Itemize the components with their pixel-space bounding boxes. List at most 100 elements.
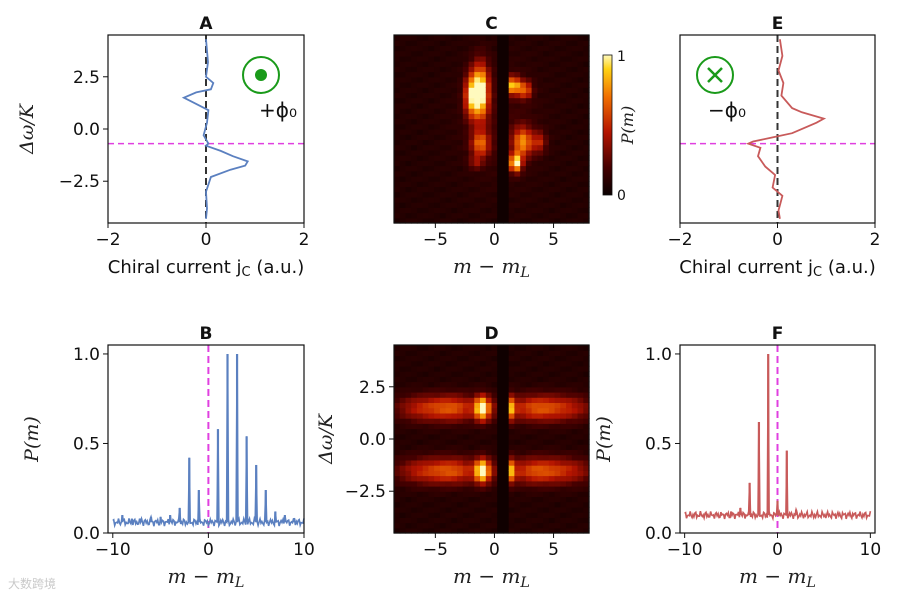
heatmap-cell-C-22-0 (520, 217, 527, 224)
heatmap-cell-C-33-1 (583, 212, 590, 219)
heatmap-cell-C-0-22 (394, 102, 401, 109)
heatmap-cell-D-28-26 (554, 392, 561, 398)
heatmap-cell-D-26-11 (543, 470, 550, 477)
heatmap-cell-D-5-26 (422, 392, 429, 398)
heatmap-cell-C-33-23 (583, 97, 590, 104)
heatmap-cell-D-2-18 (405, 433, 412, 440)
heatmap-cell-C-12-35 (462, 35, 470, 41)
heatmap-cell-D-29-19 (560, 428, 567, 435)
heatmap-cell-D-25-4 (537, 506, 544, 513)
heatmap-cell-D-5-10 (422, 475, 429, 482)
heatmap-cell-C-11-23 (457, 97, 464, 104)
heatmap-cell-D-27-2 (548, 517, 556, 524)
heatmap-cell-D-14-6 (474, 496, 481, 503)
heatmap-cell-D-7-18 (434, 433, 441, 440)
heatmap-cell-C-18-32 (497, 50, 504, 57)
heatmap-cell-C-30-27 (566, 76, 573, 83)
heatmap-cell-D-8-31 (439, 365, 447, 372)
heatmap-cell-C-4-19 (416, 118, 424, 125)
heatmap-cell-D-12-9 (462, 480, 470, 487)
heatmap-cell-D-15-27 (480, 386, 487, 393)
heatmap-cell-C-3-1 (411, 212, 418, 219)
heatmap-cell-D-15-10 (480, 475, 487, 482)
heatmap-cell-D-24-7 (531, 491, 538, 497)
axes-frame-B (107, 344, 305, 534)
heatmap-cell-D-14-25 (474, 397, 481, 403)
heatmap-cell-D-26-2 (543, 517, 550, 524)
heatmap-cell-C-21-15 (514, 139, 521, 146)
heatmap-cell-D-29-8 (560, 486, 567, 492)
heatmap-cell-C-24-16 (531, 134, 538, 140)
heatmap-cell-D-28-13 (554, 459, 561, 466)
heatmap-cell-C-1-33 (399, 45, 406, 52)
heatmap-cell-D-14-8 (474, 486, 481, 492)
heatmap-cell-D-16-28 (485, 381, 493, 388)
heatmap-cell-C-23-29 (525, 66, 533, 73)
heatmap-cell-C-13-32 (468, 50, 475, 57)
heatmap-cell-C-21-28 (514, 71, 521, 78)
heatmap-cell-D-31-10 (571, 475, 579, 482)
heatmap-cell-C-13-2 (468, 207, 475, 214)
heatmap-cell-C-6-18 (428, 123, 435, 130)
heatmap-cell-C-24-3 (531, 202, 538, 208)
heatmap-cell-D-16-33 (485, 355, 493, 362)
heatmap-cell-D-0-28 (394, 381, 401, 388)
heatmap-cell-D-11-25 (457, 397, 464, 403)
heatmap-cell-C-11-32 (457, 50, 464, 57)
heatmap-cell-C-11-21 (457, 108, 464, 114)
heatmap-cell-C-17-30 (491, 61, 498, 67)
heatmap-cell-C-31-5 (571, 191, 579, 198)
heatmap-cell-C-31-16 (571, 134, 579, 140)
heatmap-cell-D-9-20 (445, 423, 452, 430)
heatmap-cell-C-30-7 (566, 181, 573, 187)
heatmap-cell-C-22-9 (520, 170, 527, 177)
heatmap-cell-D-25-2 (537, 517, 544, 524)
heatmap-cell-C-6-16 (428, 134, 435, 140)
heatmap-cell-D-28-6 (554, 496, 561, 503)
heatmap-cell-D-18-1 (497, 522, 504, 529)
heatmap-cell-D-30-19 (566, 428, 573, 435)
heatmap-cell-C-22-35 (520, 35, 527, 41)
heatmap-cell-C-21-30 (514, 61, 521, 67)
heatmap-cell-D-10-17 (451, 439, 458, 445)
heatmap-cell-C-8-18 (439, 123, 447, 130)
heatmap-cell-C-12-27 (462, 76, 470, 83)
heatmap-cell-C-29-27 (560, 76, 567, 83)
heatmap-cell-D-7-5 (434, 501, 441, 508)
heatmap-cell-C-6-13 (428, 149, 435, 156)
heatmap-cell-C-4-26 (416, 82, 424, 88)
heatmap-cell-C-0-10 (394, 165, 401, 172)
heatmap-cell-D-22-29 (520, 376, 527, 383)
heatmap-cell-C-7-10 (434, 165, 441, 172)
heatmap-cell-C-32-22 (577, 102, 584, 109)
heatmap-cell-C-11-17 (457, 129, 464, 135)
heatmap-cell-C-25-18 (537, 123, 544, 130)
heatmap-cell-D-2-21 (405, 418, 412, 424)
heatmap-cell-C-7-9 (434, 170, 441, 177)
heatmap-cell-D-11-16 (457, 444, 464, 450)
heatmap-cell-D-28-25 (554, 397, 561, 403)
heatmap-cell-D-25-9 (537, 480, 544, 487)
heatmap-cell-D-15-18 (480, 433, 487, 440)
heatmap-cell-C-21-9 (514, 170, 521, 177)
heatmap-cell-C-32-11 (577, 160, 584, 167)
heatmap-cell-C-25-7 (537, 181, 544, 187)
heatmap-cell-C-9-11 (445, 160, 452, 167)
heatmap-cell-D-10-16 (451, 444, 458, 450)
x-tick-label-E-2: 2 (870, 230, 881, 250)
heatmap-cell-D-29-21 (560, 418, 567, 424)
heatmap-cell-C-9-25 (445, 87, 452, 93)
heatmap-cell-D-8-5 (439, 501, 447, 508)
heatmap-cell-C-31-26 (571, 82, 579, 88)
heatmap-cell-C-17-0 (491, 217, 498, 224)
heatmap-cell-C-15-7 (480, 181, 487, 187)
heatmap-cell-C-3-18 (411, 123, 418, 130)
heatmap-cell-D-1-28 (399, 381, 406, 388)
heatmap-cell-D-27-8 (548, 486, 556, 492)
heatmap-cell-C-4-7 (416, 181, 424, 187)
heatmap-cell-C-26-10 (543, 165, 550, 172)
heatmap-cell-D-26-6 (543, 496, 550, 503)
heatmap-cell-C-28-23 (554, 97, 561, 104)
heatmap-cell-C-1-1 (399, 212, 406, 219)
heatmap-cell-D-30-13 (566, 459, 573, 466)
